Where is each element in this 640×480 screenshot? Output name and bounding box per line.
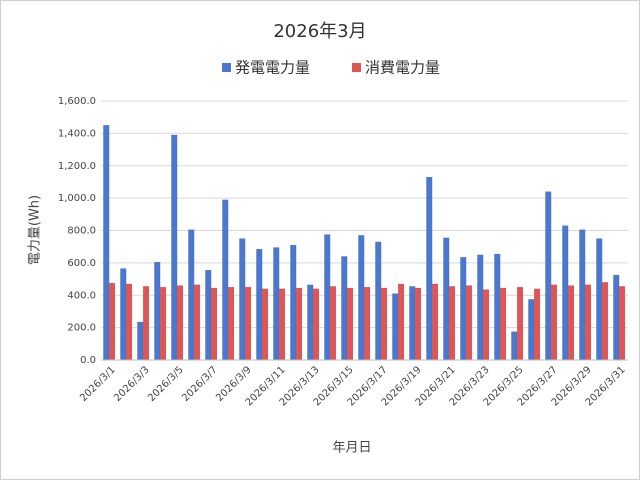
bar (278, 288, 286, 361)
bar (125, 283, 133, 361)
bar (409, 286, 416, 361)
y-tick-label: 1,600.0 (58, 96, 96, 107)
bar (550, 284, 558, 361)
bar (528, 299, 535, 361)
bar (346, 287, 354, 361)
bar (380, 287, 388, 361)
bar (290, 244, 297, 361)
bar (465, 285, 473, 361)
bar (222, 199, 229, 361)
legend-swatch (222, 63, 231, 72)
bar (533, 288, 541, 361)
y-tick-label: 600.0 (67, 258, 96, 269)
y-axis-title: 電力量(Wh) (28, 195, 43, 265)
bar (307, 284, 314, 361)
y-tick-label: 0.0 (80, 355, 96, 366)
bar (516, 286, 524, 361)
bar (431, 283, 439, 361)
bar (460, 256, 467, 361)
legend-label: 発電電力量 (235, 59, 310, 77)
bar (227, 286, 235, 361)
bar (108, 282, 116, 361)
bar (273, 247, 280, 361)
y-tick-label: 1,200.0 (58, 161, 96, 172)
bar (159, 286, 167, 361)
bar (426, 176, 433, 361)
x-axis-title: 年月日 (332, 441, 371, 456)
bar (392, 293, 399, 361)
bar (482, 289, 490, 361)
bar (375, 241, 382, 361)
chart-title: 2026年3月 (273, 21, 366, 42)
legend-label: 消費電力量 (365, 59, 440, 77)
bar (448, 286, 456, 361)
bar (103, 125, 110, 361)
bar (244, 286, 252, 361)
bar (171, 134, 178, 361)
bar (329, 286, 337, 361)
bar (601, 282, 609, 361)
bar (295, 287, 303, 361)
bar (205, 269, 212, 361)
bar (137, 321, 144, 361)
y-tick-label: 800.0 (67, 226, 96, 237)
bar (545, 191, 552, 361)
bar (324, 234, 331, 361)
bar (154, 261, 161, 361)
bar (193, 284, 201, 361)
bar (341, 256, 348, 361)
y-tick-label: 1,000.0 (58, 193, 96, 204)
bar (261, 288, 269, 361)
bar (363, 286, 371, 361)
bar (397, 283, 405, 361)
bar (256, 248, 263, 361)
y-tick-label: 1,400.0 (58, 128, 96, 139)
bar (584, 284, 592, 361)
bar (494, 253, 501, 361)
bar (477, 254, 484, 361)
bar (358, 235, 365, 361)
bar (142, 286, 150, 361)
bar (511, 331, 518, 361)
bar (239, 238, 246, 361)
legend-swatch (352, 63, 361, 72)
bar (618, 286, 626, 361)
bar (414, 287, 422, 361)
bar (579, 229, 586, 361)
bar (120, 268, 127, 361)
bar (499, 287, 507, 361)
y-tick-label: 400.0 (67, 290, 96, 301)
bar (613, 274, 620, 361)
bar (562, 225, 569, 361)
bar (176, 285, 184, 361)
bar (210, 287, 218, 361)
bar (188, 229, 195, 361)
bar (443, 237, 450, 361)
bar (312, 288, 320, 361)
bar (596, 238, 603, 361)
y-tick-label: 200.0 (67, 323, 96, 334)
bar (567, 285, 575, 361)
